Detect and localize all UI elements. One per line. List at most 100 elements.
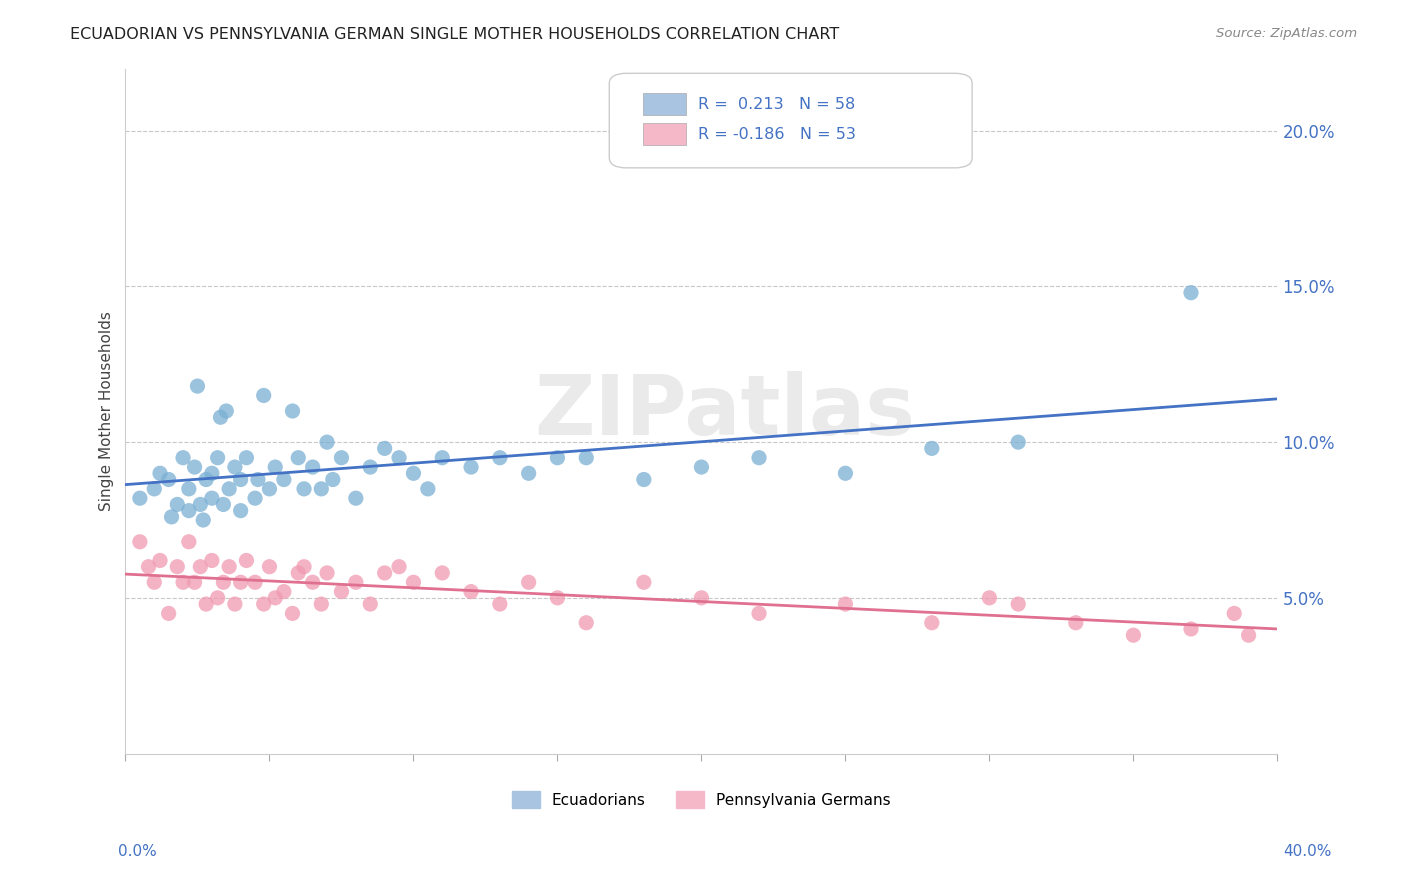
Point	[143, 482, 166, 496]
Point	[215, 404, 238, 418]
Point	[344, 575, 367, 590]
Point	[633, 575, 655, 590]
Point	[209, 410, 232, 425]
Point	[229, 473, 252, 487]
Point	[311, 597, 333, 611]
Point	[188, 497, 211, 511]
Text: R =  0.213   N = 58: R = 0.213 N = 58	[697, 96, 855, 112]
Point	[489, 597, 512, 611]
Point	[546, 591, 568, 605]
Point	[575, 450, 598, 465]
Point	[138, 559, 160, 574]
Point	[374, 442, 396, 456]
Point	[259, 482, 281, 496]
Point	[243, 491, 266, 506]
Point	[172, 575, 194, 590]
Point	[246, 473, 269, 487]
Point	[160, 509, 183, 524]
Point	[281, 404, 304, 418]
Point	[264, 460, 287, 475]
Point	[388, 450, 411, 465]
Point	[416, 482, 439, 496]
Point	[253, 597, 276, 611]
Point	[273, 584, 295, 599]
Point	[921, 442, 943, 456]
Point	[460, 460, 482, 475]
Point	[243, 575, 266, 590]
Point	[212, 497, 235, 511]
Point	[224, 460, 246, 475]
Point	[1223, 607, 1246, 621]
Point	[316, 435, 339, 450]
Point	[193, 513, 215, 527]
Point	[388, 559, 411, 574]
Point	[166, 497, 188, 511]
Point	[177, 482, 200, 496]
Point	[264, 591, 287, 605]
Point	[402, 575, 425, 590]
Point	[273, 473, 295, 487]
Point	[834, 467, 856, 481]
Point	[287, 450, 309, 465]
Point	[128, 534, 150, 549]
Point	[128, 491, 150, 506]
Point	[316, 566, 339, 580]
Point	[489, 450, 512, 465]
Point	[235, 553, 257, 567]
Point	[183, 575, 205, 590]
Point	[301, 460, 323, 475]
Point	[1180, 622, 1202, 636]
Point	[402, 467, 425, 481]
Point	[253, 388, 276, 402]
Point	[517, 467, 540, 481]
Text: 0.0%: 0.0%	[118, 845, 157, 859]
Point	[330, 584, 353, 599]
Point	[374, 566, 396, 580]
Text: ZIPatlas: ZIPatlas	[534, 370, 915, 451]
Point	[690, 460, 713, 475]
Point	[281, 607, 304, 621]
Point	[292, 559, 315, 574]
Point	[157, 607, 180, 621]
Point	[633, 473, 655, 487]
Point	[157, 473, 180, 487]
Point	[748, 607, 770, 621]
Point	[460, 584, 482, 599]
Point	[143, 575, 166, 590]
Point	[186, 379, 208, 393]
Point	[229, 503, 252, 517]
Point	[259, 559, 281, 574]
Point	[575, 615, 598, 630]
Point	[149, 467, 172, 481]
Point	[201, 467, 224, 481]
Point	[224, 597, 246, 611]
Point	[166, 559, 188, 574]
Point	[201, 491, 224, 506]
Point	[218, 482, 240, 496]
Text: Source: ZipAtlas.com: Source: ZipAtlas.com	[1216, 27, 1357, 40]
Point	[201, 553, 224, 567]
Point	[690, 591, 713, 605]
Point	[344, 491, 367, 506]
Point	[207, 450, 229, 465]
Point	[218, 559, 240, 574]
Point	[195, 597, 218, 611]
Point	[177, 503, 200, 517]
Point	[359, 460, 381, 475]
Point	[330, 450, 353, 465]
Point	[359, 597, 381, 611]
Point	[311, 482, 333, 496]
Point	[979, 591, 1001, 605]
Point	[177, 534, 200, 549]
FancyBboxPatch shape	[643, 123, 686, 145]
FancyBboxPatch shape	[609, 73, 972, 168]
Point	[432, 566, 454, 580]
Y-axis label: Single Mother Households: Single Mother Households	[100, 311, 114, 511]
Point	[748, 450, 770, 465]
Point	[172, 450, 194, 465]
Point	[188, 559, 211, 574]
Text: 40.0%: 40.0%	[1284, 845, 1331, 859]
Point	[432, 450, 454, 465]
Point	[287, 566, 309, 580]
Legend: Ecuadorians, Pennsylvania Germans: Ecuadorians, Pennsylvania Germans	[506, 784, 897, 814]
